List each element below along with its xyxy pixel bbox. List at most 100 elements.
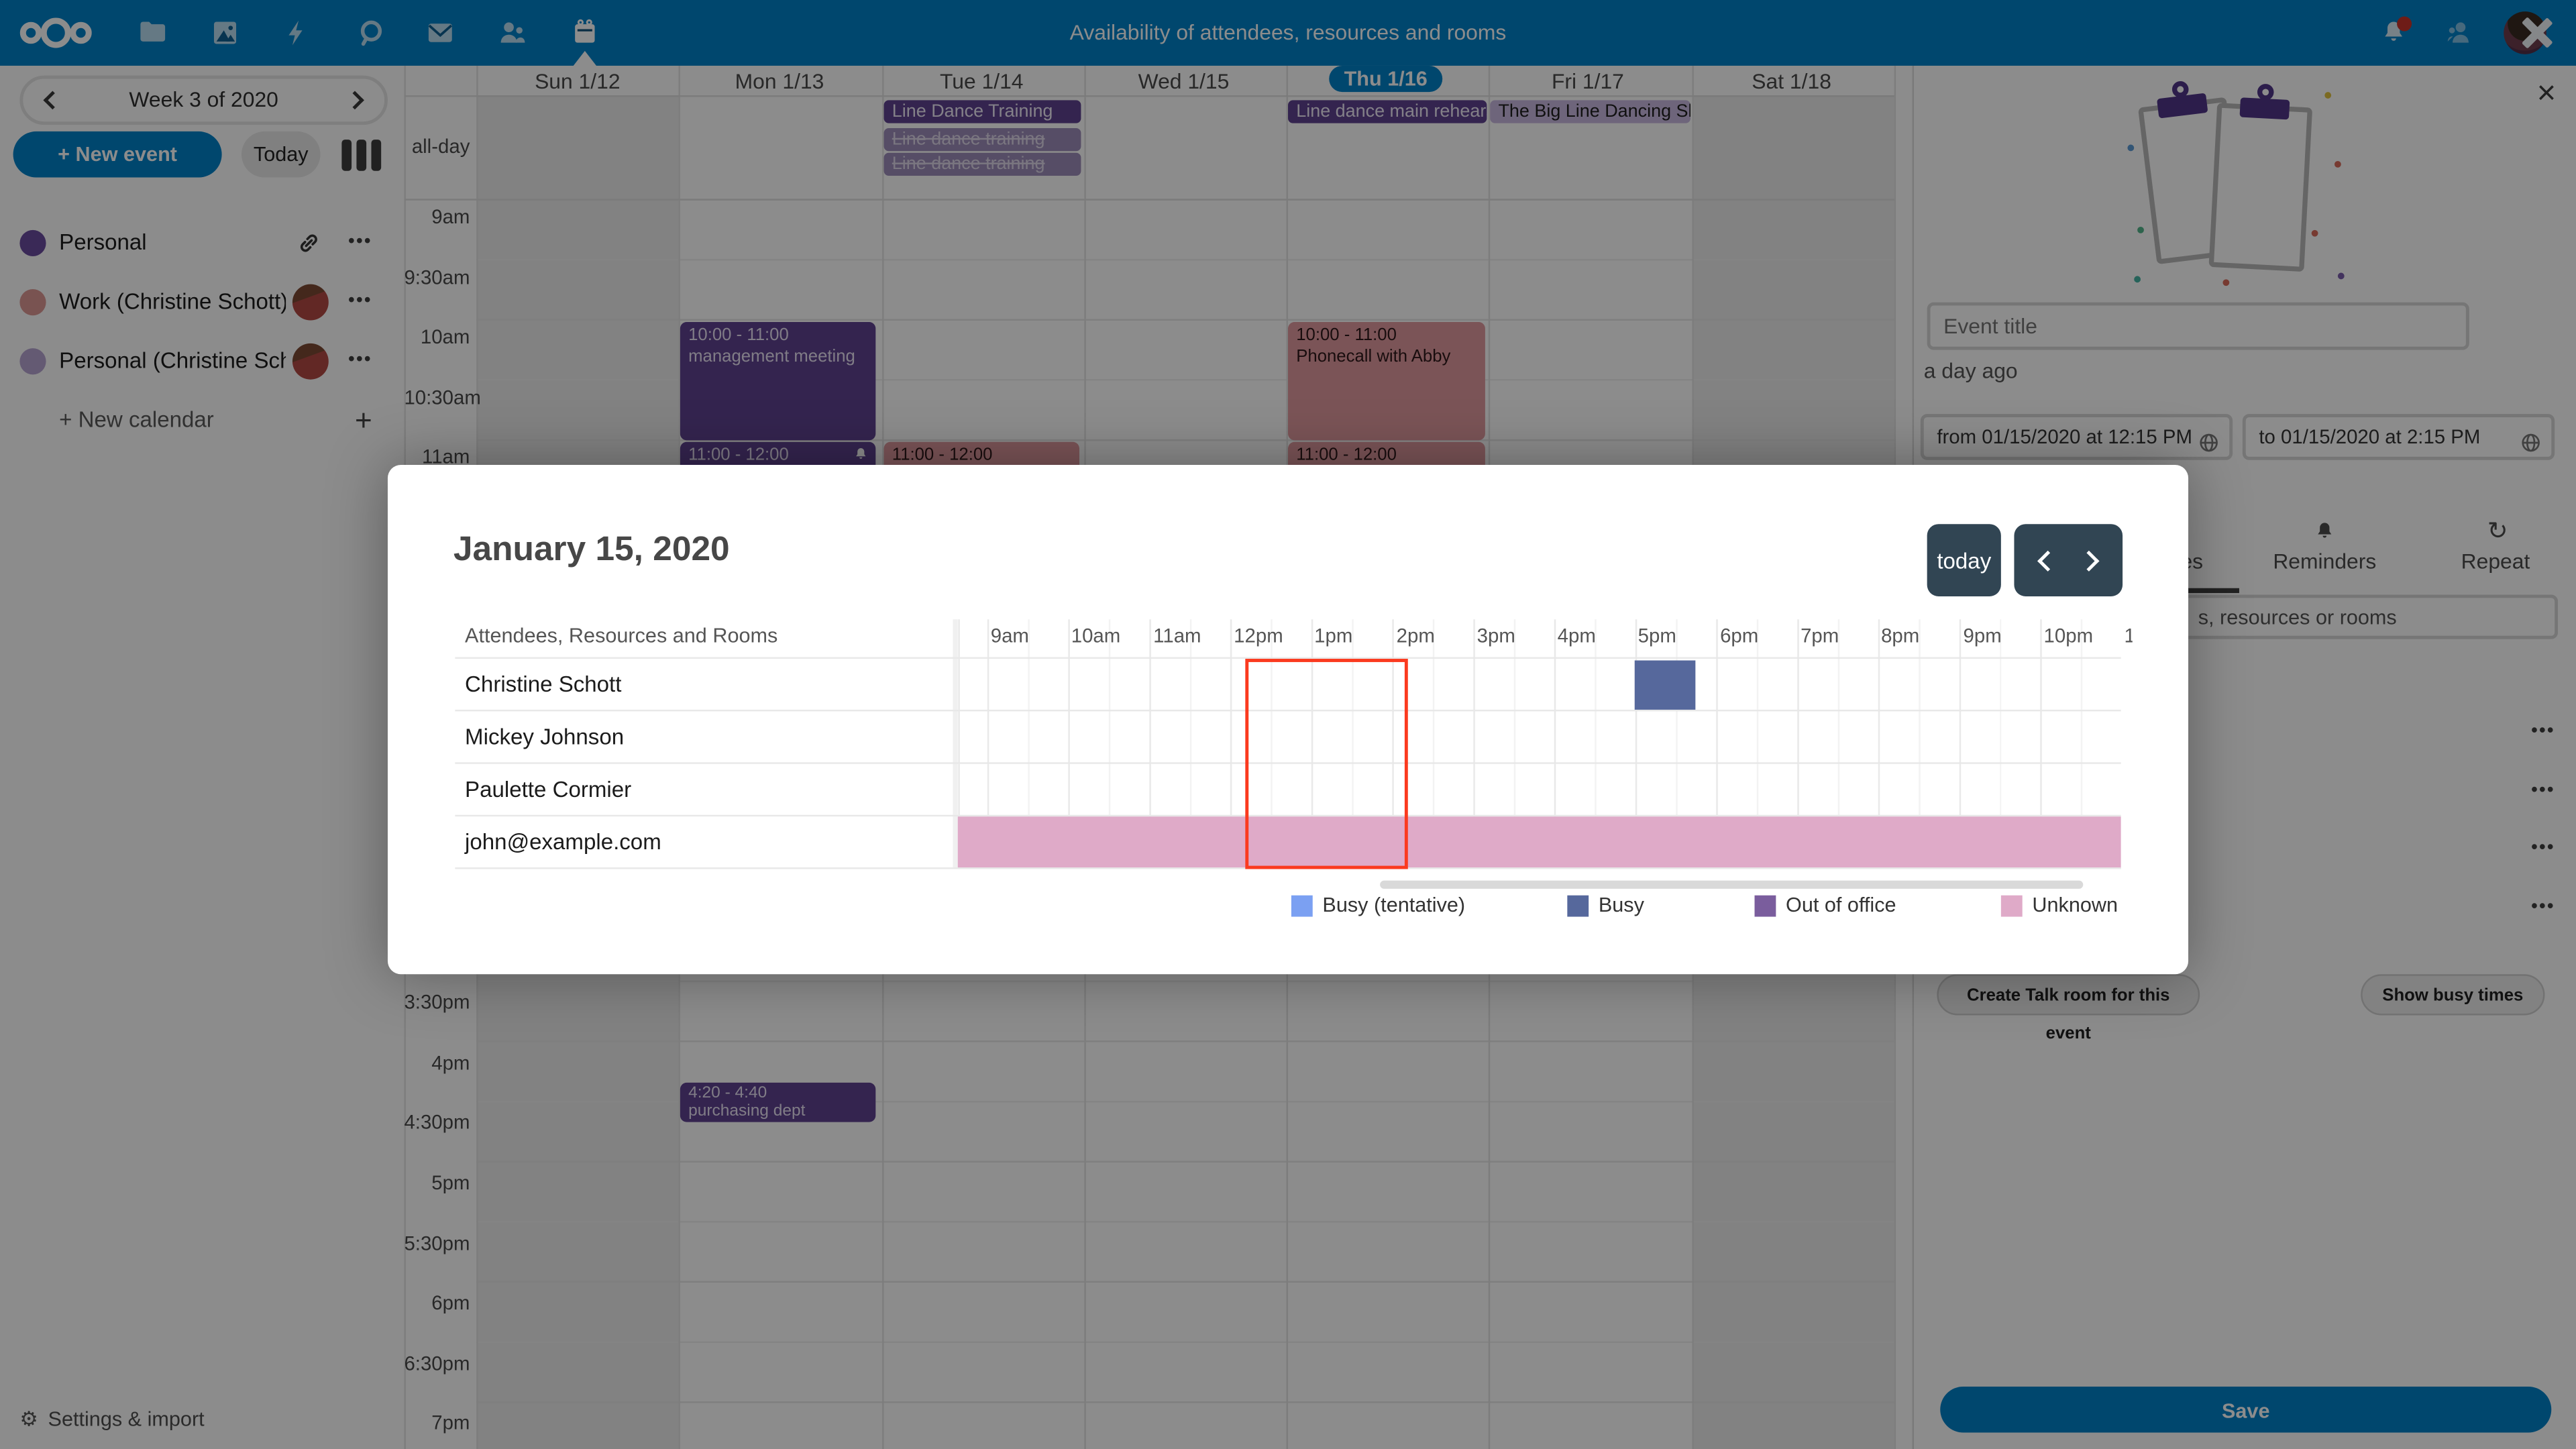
contacts-menu-icon[interactable]: [2445, 18, 2474, 48]
week-selector[interactable]: Week 3 of 2020: [19, 75, 388, 125]
event-management-meeting[interactable]: 10:00 - 11:00 management meeting: [680, 322, 876, 441]
day-header-mon[interactable]: Mon 1/13: [735, 68, 824, 94]
talk-icon[interactable]: [356, 18, 386, 48]
availability-unknown-row: [957, 816, 2121, 869]
gutter-time: 6pm: [431, 1291, 470, 1315]
tab-reminders[interactable]: Reminders: [2273, 548, 2377, 574]
start-datetime-value: from 01/15/2020 at 12:15 PM: [1937, 425, 2193, 449]
allday-event[interactable]: Line Dance Training: [883, 100, 1081, 123]
attendee-actions-menu[interactable]: •••: [2531, 721, 2555, 741]
show-busy-times-button[interactable]: Show busy times: [2361, 974, 2545, 1016]
timezone-globe-icon[interactable]: [2520, 427, 2542, 452]
day-header-sun[interactable]: Sun 1/12: [535, 68, 621, 94]
activity-icon[interactable]: [282, 18, 312, 48]
calendar-actions-menu[interactable]: •••: [348, 231, 372, 252]
allday-event[interactable]: Line dance main rehearsal: [1288, 100, 1487, 123]
legend-swatch-busy-tentative: [1291, 895, 1313, 917]
event-phonecall[interactable]: 10:00 - 11:00 Phonecall with Abby: [1288, 322, 1485, 441]
legend-swatch-unknown: [2000, 895, 2023, 917]
calendar-name: Work (Christine Schott): [59, 289, 286, 314]
calendar-color-dot: [19, 348, 46, 375]
gutter-time: 11am: [422, 445, 470, 468]
day-header-thu-today[interactable]: Thu 1/16: [1285, 65, 1487, 93]
share-link-icon[interactable]: [296, 230, 322, 264]
files-icon[interactable]: [138, 18, 168, 48]
save-button[interactable]: Save: [1940, 1386, 2552, 1433]
last-modified-label: a day ago: [1923, 358, 2018, 383]
event-title: purchasing dept: [688, 1102, 806, 1121]
calendar-actions-menu[interactable]: •••: [348, 350, 372, 370]
legend-label: Unknown: [2032, 894, 2118, 917]
all-day-label: all-day: [411, 134, 470, 158]
notification-badge: [2397, 16, 2412, 32]
allday-event-declined[interactable]: Line dance training: [883, 128, 1081, 152]
gutter-time: 7pm: [431, 1411, 470, 1434]
nextcloud-logo[interactable]: [16, 15, 95, 51]
attendee-actions-menu[interactable]: •••: [2531, 897, 2555, 917]
calendar-app-icon[interactable]: [570, 18, 600, 48]
gutter-time: 6:30pm: [404, 1352, 470, 1375]
tab-repeat[interactable]: Repeat: [2461, 548, 2530, 574]
next-day-icon[interactable]: [2078, 549, 2100, 571]
today-button[interactable]: Today: [241, 131, 321, 178]
gutter-time: 10am: [420, 325, 470, 349]
day-header-tue[interactable]: Tue 1/14: [940, 68, 1024, 94]
contacts-icon[interactable]: [498, 18, 527, 48]
event-time: 10:00 - 11:00: [688, 325, 789, 345]
settings-label: Settings & import: [48, 1407, 205, 1432]
legend-label: Busy (tentative): [1322, 894, 1466, 917]
gutter-time: 9:30am: [404, 266, 470, 290]
event-title-input[interactable]: [1927, 302, 2469, 350]
attendee-row: Christine Schott: [465, 672, 622, 697]
attendee-row: Paulette Cormier: [465, 777, 632, 802]
week-label: Week 3 of 2020: [129, 87, 278, 112]
new-event-button[interactable]: + New event: [13, 131, 222, 178]
modal-today-button[interactable]: today: [1927, 524, 2001, 596]
left-sidebar: Week 3 of 2020 + New event Today Persona…: [0, 65, 405, 1449]
mail-icon[interactable]: [425, 18, 455, 48]
allday-event-declined[interactable]: Line dance training: [883, 152, 1081, 176]
calendar-item-work[interactable]: Work (Christine Schott) •••: [0, 279, 404, 325]
end-datetime-field[interactable]: to 01/15/2020 at 2:15 PM: [2242, 414, 2555, 460]
attendee-actions-menu[interactable]: •••: [2531, 780, 2555, 800]
event-time-selection[interactable]: [1245, 659, 1408, 869]
availability-modal: January 15, 2020 today Attendees, Resour…: [387, 465, 2189, 975]
previous-day-icon[interactable]: [2037, 549, 2059, 571]
day-header-wed[interactable]: Wed 1/15: [1138, 68, 1230, 94]
alarm-bell-icon: [853, 445, 869, 464]
close-sidebar-icon[interactable]: ×: [2536, 75, 2557, 112]
attendee-row: Mickey Johnson: [465, 724, 625, 749]
event-time: 11:00 - 12:00: [892, 445, 993, 466]
photos-icon[interactable]: [210, 18, 239, 48]
new-calendar-item[interactable]: + New calendar +: [0, 398, 404, 444]
allday-event[interactable]: The Big Line Dancing Show: [1490, 100, 1691, 123]
calendar-actions-menu[interactable]: •••: [348, 290, 372, 311]
calendar-color-dot: [19, 289, 46, 316]
create-talk-room-button[interactable]: Create Talk room for this event: [1937, 974, 2200, 1043]
gutter-time: 5:30pm: [404, 1232, 470, 1256]
calendar-name: Personal: [59, 229, 147, 255]
event-purchasing-dept[interactable]: 4:20 - 4:40 purchasing dept: [680, 1082, 876, 1122]
timezone-globe-icon[interactable]: [2198, 427, 2220, 452]
today-pill: Thu 1/16: [1329, 65, 1442, 93]
gutter-time: 3:30pm: [404, 990, 470, 1014]
grid-horizontal-scrollbar[interactable]: [1380, 880, 2084, 889]
day-header-sat[interactable]: Sat 1/18: [1752, 68, 1831, 94]
event-editor-sidebar: × a day ago from 01/15/2020 at 12:15 PM: [1912, 65, 2576, 1449]
legend-label: Out of office: [1786, 894, 1896, 917]
settings-import[interactable]: ⚙ Settings & import: [19, 1406, 381, 1436]
day-header-fri[interactable]: Fri 1/17: [1551, 68, 1624, 94]
modal-nav-buttons[interactable]: [2014, 524, 2123, 596]
view-toggle-icon[interactable]: [341, 140, 384, 171]
event-time: 10:00 - 11:00: [1296, 325, 1397, 345]
plus-icon[interactable]: +: [354, 404, 372, 437]
event-title: management meeting: [688, 346, 855, 367]
availability-busy-block: [1634, 660, 1696, 710]
calendar-item-personal-shared[interactable]: Personal (Christine Scho… •••: [0, 338, 404, 384]
attendee-actions-menu[interactable]: •••: [2531, 837, 2555, 858]
start-datetime-field[interactable]: from 01/15/2020 at 12:15 PM: [1920, 414, 2233, 460]
grid-header-label: Attendees, Resources and Rooms: [465, 624, 778, 647]
calendar-item-personal[interactable]: Personal •••: [0, 220, 404, 266]
active-app-indicator: [573, 50, 596, 66]
